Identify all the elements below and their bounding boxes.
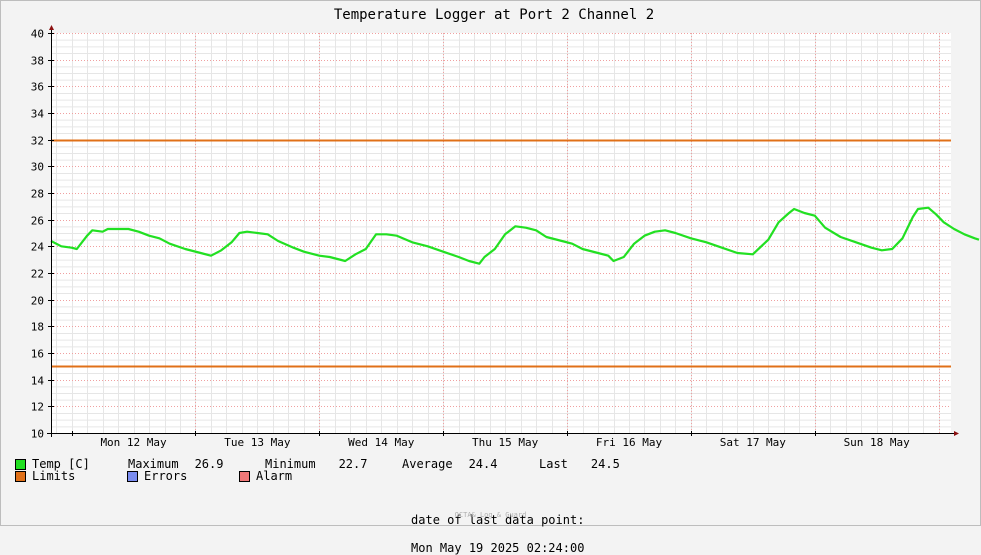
legend-minimum: Minimum 22.7: [265, 456, 368, 471]
y-tick-labels: 10 12 14 16 18 20 22 24 26 28 30 32 34 36 38 40: [31, 28, 45, 441]
y-tick-label: 28: [31, 188, 44, 201]
legend-alarm-swatch: [239, 470, 250, 482]
legend-temp: Temp [C]: [15, 456, 90, 471]
series-line-temp: [50, 206, 980, 265]
x-tick-label: Sun 18 May: [844, 436, 911, 449]
y-tick-label: 16: [31, 348, 44, 361]
legend-last: Last 24.5: [539, 456, 620, 471]
last-data-point-value: Mon May 19 2025 02:24:00: [411, 541, 585, 555]
series-lines: [50, 206, 980, 265]
x-tick-label: Mon 12 May: [100, 436, 167, 449]
y-tick-label: 24: [31, 241, 45, 254]
legend-errors: Errors: [127, 468, 188, 483]
legend-errors-swatch: [127, 470, 138, 482]
y-tick-label: 38: [31, 55, 44, 68]
y-tick-label: 14: [31, 375, 45, 388]
y-tick-label: 34: [31, 108, 45, 121]
y-tick-label: 22: [31, 268, 44, 281]
grid-lines: [51, 33, 951, 433]
y-tick-label: 26: [31, 215, 44, 228]
average-value: 24.4: [468, 456, 498, 471]
x-tick-label: Tue 13 May: [224, 436, 291, 449]
y-tick-label: 12: [31, 401, 44, 414]
last-label: Last: [539, 456, 568, 471]
y-tick-label: 32: [31, 135, 44, 148]
y-axis-arrow: [49, 25, 54, 30]
x-tick-label: Thu 15 May: [472, 436, 539, 449]
y-tick-label: 30: [31, 161, 44, 174]
y-tick-label: 36: [31, 81, 44, 94]
x-tick-label: Fri 16 May: [596, 436, 663, 449]
legend-limits: Limits: [15, 468, 76, 483]
y-tick-label: 10: [31, 428, 44, 441]
y-tick-label: 18: [31, 321, 44, 334]
legend-maximum: Maximum 26.9: [128, 456, 224, 471]
x-tick-label: Sat 17 May: [720, 436, 787, 449]
legend-limits-label: Limits: [32, 468, 76, 483]
y-tick-label: 20: [31, 295, 44, 308]
last-data-point-label: date of last data point:: [411, 513, 585, 527]
minimum-label: Minimum: [265, 456, 316, 471]
legend-average: Average 24.4: [402, 456, 498, 471]
legend-temp-label: Temp [C]: [32, 456, 90, 471]
chart-title: Temperature Logger at Port 2 Channel 2: [334, 7, 654, 23]
maximum-label: Maximum: [128, 456, 179, 471]
legend-limits-swatch: [15, 470, 26, 482]
y-tick-label: 40: [31, 28, 44, 41]
x-tick-labels: Mon 12 May Tue 13 May Wed 14 May Thu 15 May…: [100, 436, 910, 449]
minimum-value: 22.7: [338, 456, 368, 471]
legend-errors-label: Errors: [144, 468, 188, 483]
average-label: Average: [402, 456, 453, 471]
credit-text: OCTA& Log & Guard: [454, 511, 527, 519]
legend-alarm: Alarm: [239, 468, 293, 483]
legend-alarm-label: Alarm: [256, 468, 293, 483]
axes: [47, 25, 959, 437]
last-value: 24.5: [590, 456, 620, 471]
x-tick-label: Wed 14 May: [348, 436, 415, 449]
legend-temp-swatch: [15, 458, 26, 470]
maximum-value: 26.9: [194, 456, 224, 471]
temperature-chart: Temperature Logger at Port 2 Channel 2 1…: [31, 7, 980, 449]
limit-lines: [51, 139, 951, 368]
x-axis-arrow: [954, 431, 959, 436]
last-data-point: date of last data point: Mon May 19 2025…: [0, 499, 981, 555]
